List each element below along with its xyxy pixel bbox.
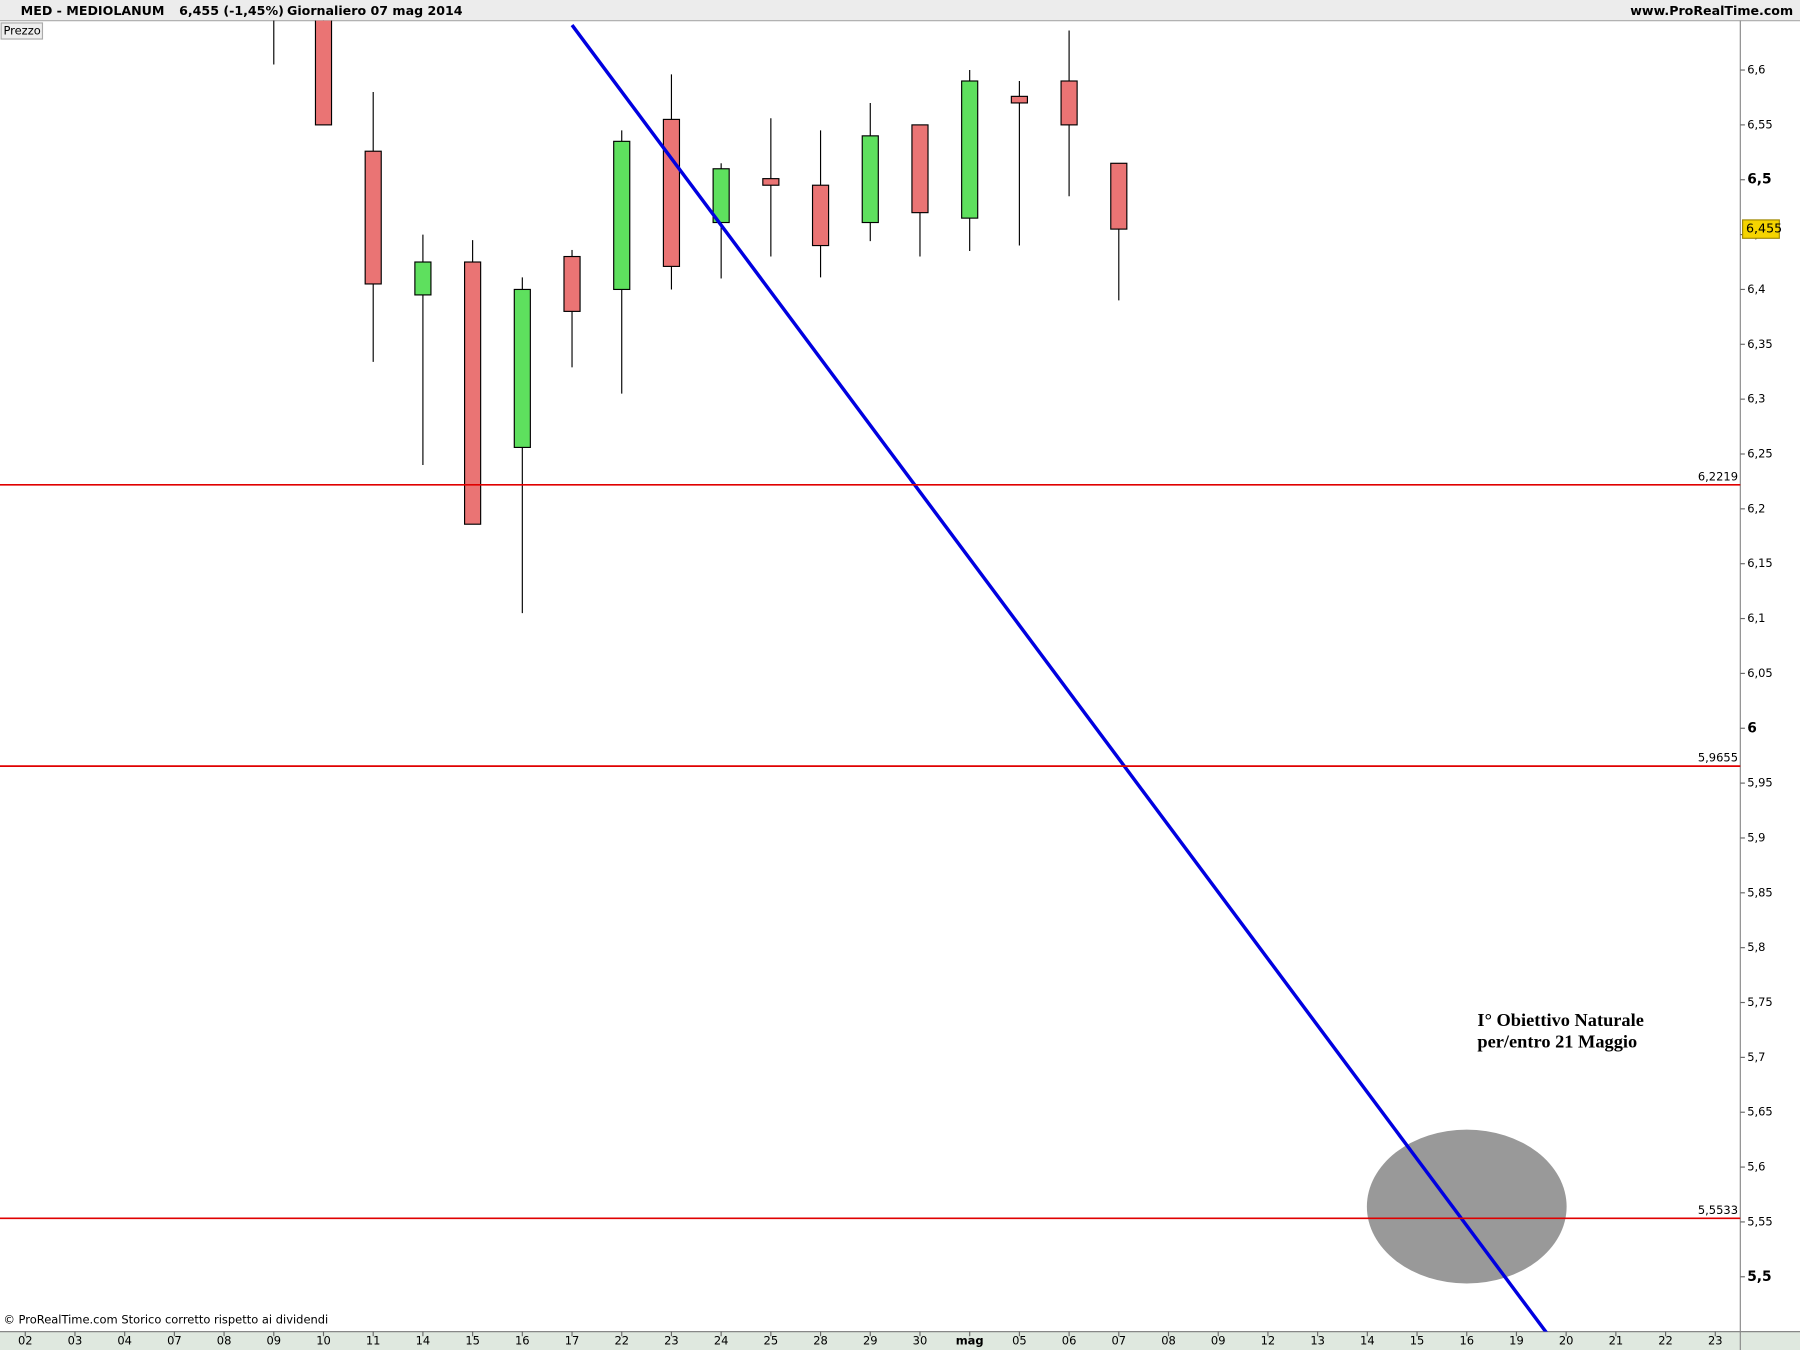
x-tick-label: 29 [863, 1333, 878, 1347]
y-tick-label: 6,4 [1747, 282, 1765, 296]
y-tick-label: 6,35 [1747, 337, 1773, 351]
last-price-label: 6,455 [1746, 221, 1782, 236]
y-tick-label: 5,9 [1747, 830, 1765, 844]
y-tick-label: 6,15 [1747, 556, 1773, 570]
symbol: MED - MEDIOLANUM [21, 3, 165, 18]
y-tick-label: 5,95 [1747, 776, 1773, 790]
x-tick-label: 16 [1459, 1333, 1474, 1347]
site: www.ProRealTime.com [1630, 3, 1793, 18]
x-tick-label: 17 [565, 1333, 580, 1347]
candle-body [364, 150, 382, 285]
y-tick-label: 5,85 [1747, 885, 1773, 899]
candle-body [1010, 95, 1028, 104]
y-tick-label: 5,5 [1747, 1269, 1771, 1285]
footer: © ProRealTime.com Storico corretto rispe… [3, 1313, 328, 1327]
x-tick-label: 11 [366, 1333, 381, 1347]
y-tick-label: 5,8 [1747, 940, 1765, 954]
y-tick-label: 6,25 [1747, 446, 1773, 460]
annotation: I° Obiettivo Naturale [1477, 1010, 1643, 1030]
trend-line [570, 24, 1548, 1332]
x-tick-label: 04 [117, 1333, 132, 1347]
x-tick-label: 07 [1112, 1333, 1127, 1347]
support-label: 5,5533 [1698, 1203, 1738, 1217]
x-tick-label: 09 [1211, 1333, 1226, 1347]
candle-body [1060, 80, 1078, 126]
x-tick-label: 20 [1559, 1333, 1574, 1347]
quote: 6,455 (-1,45%) [179, 3, 284, 18]
x-tick-label: 28 [813, 1333, 828, 1347]
x-tick-label: 08 [217, 1333, 232, 1347]
x-tick-label: 06 [1062, 1333, 1077, 1347]
x-tick-label: 10 [316, 1333, 331, 1347]
candle-body [811, 184, 830, 247]
x-tick-label: 23 [1708, 1333, 1723, 1347]
x-tick-label: 14 [416, 1333, 431, 1347]
y-tick-label: 5,65 [1747, 1105, 1773, 1119]
x-tick-label: 22 [614, 1333, 629, 1347]
last-price-box [1742, 219, 1780, 239]
y-tick-label: 6,55 [1747, 117, 1773, 131]
candle-body [464, 261, 482, 525]
x-tick-label: 12 [1261, 1333, 1276, 1347]
y-tick-label: 6,6 [1747, 63, 1765, 77]
candle-body [911, 124, 929, 214]
candle-body [762, 178, 780, 186]
x-tick-label: 30 [913, 1333, 928, 1347]
period: Giornaliero 07 mag 2014 [287, 3, 463, 18]
candle-body [563, 255, 581, 312]
x-tick-label: 15 [465, 1333, 480, 1347]
x-tick-label: 07 [167, 1333, 182, 1347]
x-tick-label: mag [956, 1333, 984, 1347]
plot-area [273, 20, 1567, 1332]
header-bar [0, 0, 1800, 21]
x-tick-label: 09 [266, 1333, 281, 1347]
candle-body [961, 80, 979, 219]
y-tick-label: 5,6 [1747, 1160, 1765, 1174]
y-tick-label: 5,55 [1747, 1214, 1773, 1228]
x-axis-bar [0, 1331, 1800, 1350]
x-tick-label: 25 [764, 1333, 779, 1347]
y-tick-label: 6,2 [1747, 501, 1765, 515]
x-tick-label: 13 [1310, 1333, 1325, 1347]
y-tick-label: 6,3 [1747, 392, 1765, 406]
candle-body [861, 135, 879, 224]
candle-body [662, 118, 681, 267]
x-tick-label: 14 [1360, 1333, 1375, 1347]
x-tick-label: 08 [1161, 1333, 1176, 1347]
candle-body [613, 140, 631, 291]
y-tick-label: 5,75 [1747, 995, 1773, 1009]
x-tick-label: 02 [18, 1333, 33, 1347]
y-tick-label: 6,5 [1747, 172, 1771, 188]
target-zone [1366, 1129, 1567, 1284]
y-tick-label: 6,1 [1747, 611, 1765, 625]
y-tick-label: 6,05 [1747, 666, 1773, 680]
x-tick-label: 15 [1410, 1333, 1425, 1347]
candle-body [712, 168, 730, 224]
x-tick-label: 03 [68, 1333, 83, 1347]
candle-body [314, 20, 333, 126]
x-tick-label: 19 [1509, 1333, 1524, 1347]
support-label: 5,9655 [1698, 751, 1738, 765]
x-tick-label: 21 [1609, 1333, 1624, 1347]
y-tick-label: 6 [1747, 720, 1757, 736]
candle-body [513, 288, 531, 448]
annotation: per/entro 21 Maggio [1477, 1032, 1637, 1052]
candle-body [1110, 162, 1128, 230]
x-tick-label: 24 [714, 1333, 729, 1347]
candle-body [414, 261, 432, 296]
y-tick-label: 5,7 [1747, 1050, 1765, 1064]
panel-label: Prezzo [3, 23, 40, 37]
panel-label-box [0, 22, 44, 40]
x-tick-label: 23 [664, 1333, 679, 1347]
x-tick-label: 22 [1658, 1333, 1673, 1347]
x-tick-label: 16 [515, 1333, 530, 1347]
support-label: 6,2219 [1698, 469, 1738, 483]
x-tick-label: 05 [1012, 1333, 1027, 1347]
